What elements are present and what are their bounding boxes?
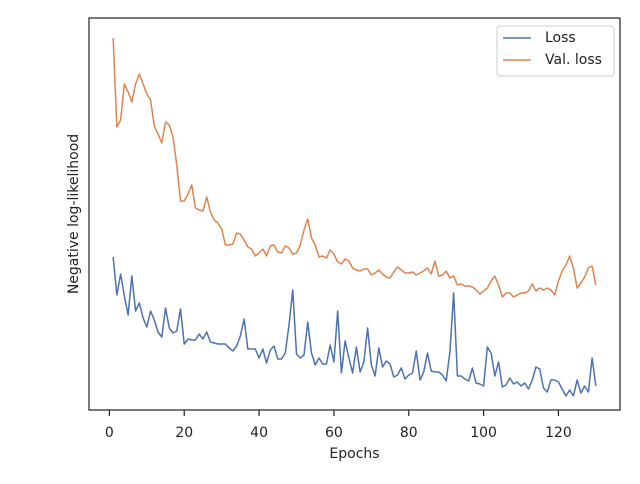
legend-label: Val. loss bbox=[545, 52, 602, 68]
y-axis-label: Negative log-likelihood bbox=[66, 134, 82, 294]
x-tick-label: 0 bbox=[105, 425, 114, 441]
x-tick-label: 80 bbox=[400, 425, 418, 441]
x-axis-label: Epochs bbox=[329, 446, 379, 462]
x-tick-label: 20 bbox=[175, 425, 193, 441]
x-tick-label: 40 bbox=[250, 425, 268, 441]
x-tick-label: 60 bbox=[325, 425, 343, 441]
series-line bbox=[112, 256, 597, 397]
legend-label: Loss bbox=[545, 30, 576, 46]
series-line bbox=[112, 37, 597, 298]
x-tick-label: 120 bbox=[545, 425, 572, 441]
plot-frame bbox=[88, 17, 621, 411]
x-tick-label: 100 bbox=[470, 425, 497, 441]
